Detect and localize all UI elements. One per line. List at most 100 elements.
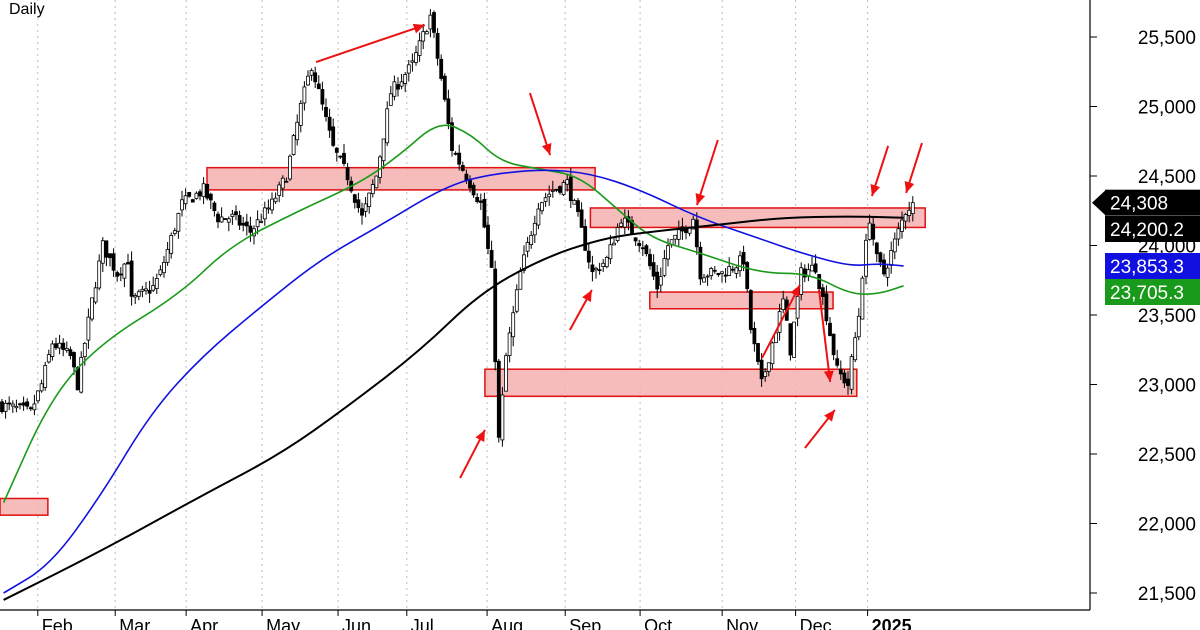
price-bar-body <box>291 135 296 155</box>
price-bar-body <box>370 184 375 195</box>
price-bar-body <box>360 208 364 216</box>
price-bar-body <box>14 405 19 409</box>
price-bar-body <box>889 250 894 266</box>
price-bar-body <box>21 402 26 406</box>
price-bar-body <box>223 218 228 220</box>
price-bar-body <box>723 274 728 277</box>
price-bar-body <box>331 126 336 146</box>
last-price-badge: 24,308 <box>1092 189 1200 216</box>
price-bar-body <box>478 200 483 203</box>
price-bar-body <box>277 184 282 196</box>
price-bar-body <box>727 266 732 276</box>
price-bar-body <box>216 213 220 223</box>
price-bar-body <box>201 183 206 197</box>
price-bar-body <box>561 182 566 196</box>
price-bar-body <box>385 108 390 144</box>
price-bar-body <box>7 402 12 405</box>
price-bar-body <box>284 180 289 183</box>
price-bar-body <box>313 72 318 83</box>
price-bar-body <box>176 212 181 232</box>
price-bar-body <box>205 184 210 199</box>
price-bar-body <box>295 121 300 141</box>
price-bar-body <box>270 198 274 211</box>
price-bar-body <box>212 202 217 212</box>
annotation-arrow <box>459 429 486 479</box>
price-bar-body <box>446 98 451 125</box>
price-bar-body <box>32 403 37 411</box>
price-bar-body <box>745 262 750 290</box>
price-bar-body <box>104 240 109 258</box>
price-bar-body <box>248 225 253 233</box>
price-bar-body <box>885 267 890 278</box>
price-bar-body <box>684 228 688 233</box>
price-bar-body <box>831 333 836 356</box>
price-bar-body <box>655 271 660 290</box>
price-bar-body <box>169 235 174 254</box>
price-bar-body <box>10 403 15 407</box>
price-bar-body <box>72 352 76 368</box>
y-tick-label: 22,500 <box>1138 445 1196 466</box>
price-bar-body <box>590 264 595 273</box>
price-bar-body <box>374 175 379 189</box>
price-bar-body <box>702 277 706 283</box>
price-bar-body <box>644 245 649 255</box>
price-bar-body <box>619 222 624 227</box>
price-bar-body <box>309 70 314 76</box>
arrow-head <box>695 193 706 206</box>
price-bar-body <box>648 254 652 267</box>
price-bar-body <box>554 188 559 191</box>
price-bar-body <box>460 165 465 171</box>
price-bar-body <box>640 247 645 250</box>
price-bar-body <box>381 138 386 162</box>
y-tick-label: 23,500 <box>1138 306 1196 327</box>
price-bar-body <box>547 193 552 198</box>
price-bar-body <box>424 31 429 35</box>
price-bar-body <box>705 275 710 278</box>
price-bar-body <box>457 152 462 165</box>
arrow-shaft <box>315 24 426 63</box>
price-bar-body <box>111 253 116 271</box>
price-bar-body <box>234 211 238 216</box>
price-bar-body <box>82 342 87 358</box>
price-bar-body <box>802 268 807 278</box>
price-bar-body <box>3 402 8 412</box>
arrow-head <box>475 429 485 443</box>
price-bar-body <box>504 355 508 392</box>
price-bar-body <box>471 184 476 196</box>
support-resistance-zone <box>0 497 49 516</box>
price-bar-body <box>259 220 264 223</box>
price-bar-body <box>522 254 526 271</box>
price-bar-body <box>637 242 642 247</box>
price-bar-body <box>676 229 681 240</box>
annotation-arrow <box>804 409 836 449</box>
price-bar-body <box>453 152 458 155</box>
price-bar-body <box>115 272 120 277</box>
price-bar-body <box>579 209 584 228</box>
price-bar-body <box>356 199 361 209</box>
price-bar-body <box>712 269 717 272</box>
x-tick-label: Sep <box>569 616 601 630</box>
y-tick-label: 23,000 <box>1138 376 1196 397</box>
price-bar-body <box>410 60 415 63</box>
price-bar-body <box>46 354 51 363</box>
price-bar-body <box>666 245 670 260</box>
price-bar-body <box>475 196 480 202</box>
price-bar-body <box>738 255 742 272</box>
price-bar-body <box>450 122 454 151</box>
price-bar-body <box>230 213 235 217</box>
price-bar-body <box>846 378 850 386</box>
price-bar-body <box>820 287 825 298</box>
price-bar-body <box>439 58 444 79</box>
price-bar-body <box>766 362 771 372</box>
price-bar-body <box>180 199 184 211</box>
price-bar-body <box>241 222 246 226</box>
x-tick-label: Mar <box>119 616 150 630</box>
price-bar-body <box>442 75 447 100</box>
annotation-arrow <box>761 284 801 359</box>
price-bar-body <box>532 222 537 236</box>
y-tick-label: 24,500 <box>1138 167 1196 188</box>
price-bar-body <box>586 250 591 263</box>
price-bar-body <box>133 295 138 298</box>
arrow-shaft <box>696 139 719 206</box>
price-bar-body <box>25 401 30 407</box>
